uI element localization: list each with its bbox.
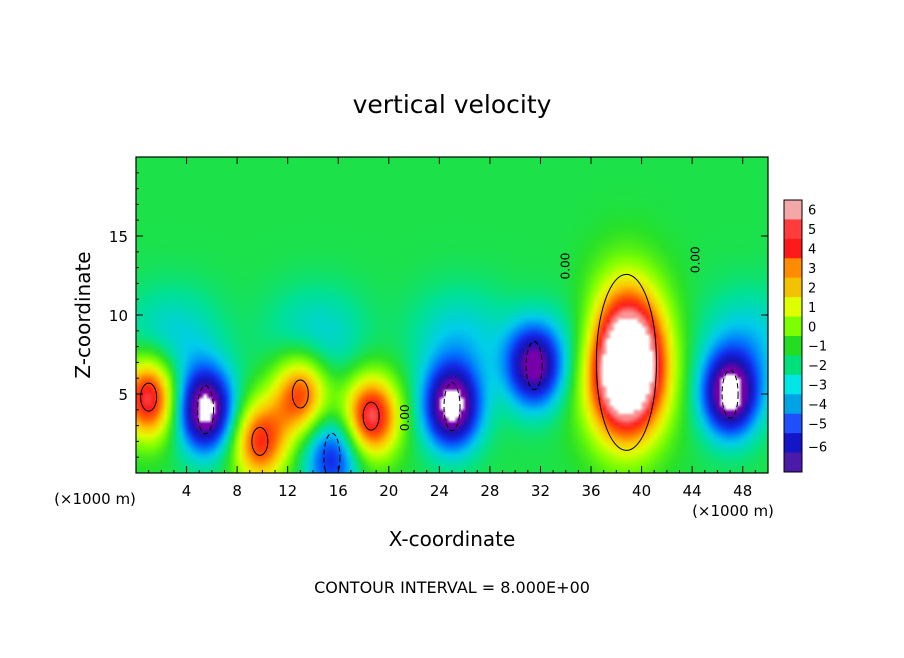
updraft-contour [140, 382, 158, 412]
colorbar-swatch [784, 413, 802, 434]
colorbar-tick-label: −3 [808, 379, 827, 394]
updraft-contour [291, 379, 309, 409]
x-axis: 4 8 12 16 20 24 28 32 36 40 44 48 [148, 157, 756, 500]
contour-label: 0.00 [398, 404, 412, 431]
chart-title: vertical velocity [353, 90, 552, 119]
x-tick-label: 12 [278, 482, 297, 500]
x-tick-label: 4 [182, 482, 192, 500]
colorbar-swatch [784, 258, 802, 279]
colorbar-swatch [784, 433, 802, 454]
x-tick-label: 8 [232, 482, 242, 500]
colorbar-tick-label: −6 [808, 441, 827, 456]
y-tick-label: 5 [118, 386, 128, 404]
colorbar-tick-label: −5 [808, 417, 827, 432]
colorbar-swatch [784, 277, 802, 298]
colorbar-tick-label: 6 [808, 204, 816, 219]
downdraft-contour [323, 432, 341, 473]
y-axis-label: Z-coordinate [71, 251, 95, 378]
x-tick-label: 36 [581, 482, 600, 500]
colorbar-tick-label: 3 [808, 262, 816, 277]
velocity-field [136, 157, 768, 473]
x-tick-label: 44 [683, 482, 702, 500]
updraft-contour [362, 401, 380, 431]
colorbar: 6 5 4 3 2 1 0 −1 −2 −3 −4 −5 −6 [783, 199, 827, 473]
contour-interval-footer: CONTOUR INTERVAL = 8.000E+00 [314, 578, 590, 597]
colorbar-tick-label: 2 [808, 281, 816, 296]
updraft-contour [595, 273, 657, 451]
contour-lines: 0.00 0.00 0.00 [140, 246, 739, 473]
x-tick-label: 28 [480, 482, 499, 500]
colorbar-swatch [784, 219, 802, 240]
downdraft-contour [443, 382, 461, 432]
downdraft-contour [525, 341, 543, 391]
contour-label: 0.00 [689, 246, 703, 273]
downdraft-contour [197, 385, 215, 435]
contour-label: 0.00 [559, 253, 573, 280]
colorbar-tick-label: 5 [808, 223, 816, 238]
colorbar-frame [783, 199, 803, 473]
colorbar-swatch [784, 452, 802, 473]
colorbar-tick-label: −4 [808, 398, 827, 413]
x-tick-label: 16 [329, 482, 348, 500]
x-tick-label: 24 [430, 482, 449, 500]
x-axis-label: X-coordinate [389, 527, 516, 551]
colorbar-swatch [784, 297, 802, 318]
x-unit-right: (×1000 m) [692, 502, 774, 520]
x-unit-left: (×1000 m) [54, 490, 136, 508]
colorbar-tick-label: 0 [808, 320, 816, 335]
x-tick-label: 48 [733, 482, 752, 500]
updraft-contour [251, 426, 269, 456]
colorbar-tick-label: −2 [808, 359, 827, 374]
y-tick-label: 15 [109, 228, 128, 246]
colorbar-tick-label: −1 [808, 340, 827, 355]
colorbar-swatch [784, 374, 802, 395]
colorbar-swatch [784, 355, 802, 376]
colorbar-swatch [784, 238, 802, 259]
x-tick-label: 20 [379, 482, 398, 500]
colorbar-swatch [784, 200, 802, 220]
colorbar-swatch [784, 336, 802, 356]
downdraft-contour [721, 369, 739, 419]
y-tick-label: 10 [109, 307, 128, 325]
x-tick-label: 32 [531, 482, 550, 500]
x-tick-label: 40 [632, 482, 651, 500]
colorbar-swatch [784, 316, 802, 337]
velocity-field-image [136, 157, 768, 473]
y-axis: 5 10 15 [109, 172, 768, 458]
colorbar-swatch [784, 394, 802, 415]
colorbar-tick-label: 4 [808, 243, 816, 258]
colorbar-tick-label: 1 [808, 301, 816, 316]
